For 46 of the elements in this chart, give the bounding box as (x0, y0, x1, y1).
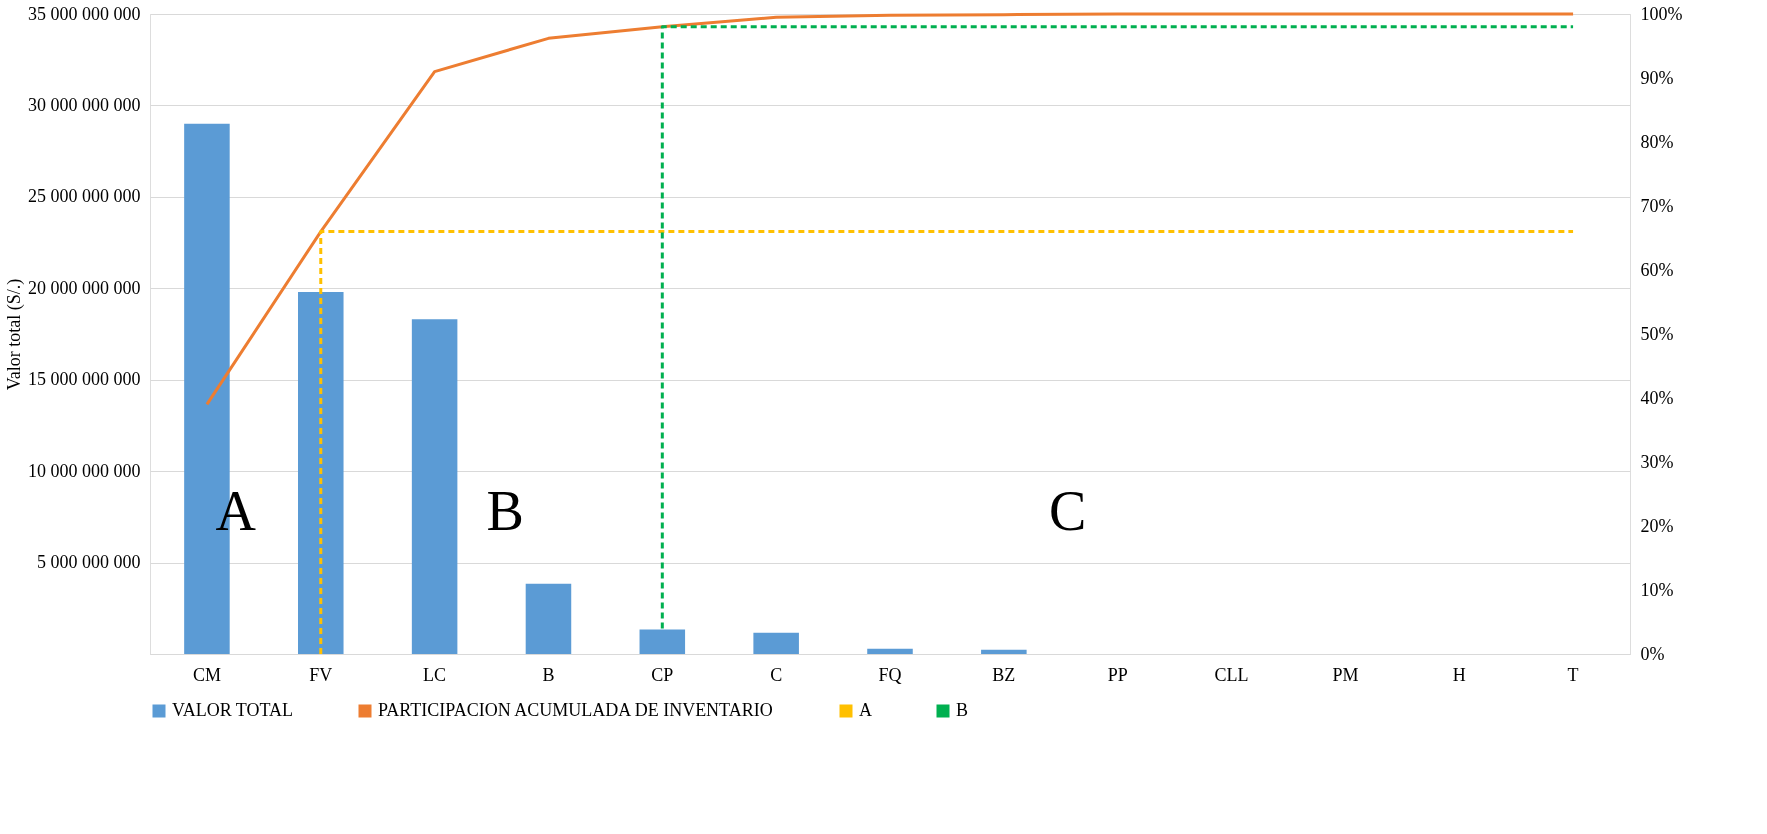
x-tick-label: H (1452, 664, 1466, 685)
x-tick-label: LC (423, 664, 447, 685)
x-tick-label: C (770, 664, 783, 685)
y2-tick-label: 70% (1640, 195, 1674, 216)
y2-tick-label: 50% (1640, 323, 1674, 344)
y2-tick-label: 60% (1640, 259, 1674, 280)
y2-tick-label: 30% (1640, 451, 1674, 472)
x-tick-label: FV (309, 664, 333, 685)
legend-label: A (859, 700, 872, 720)
y-axis-title: Valor total (S/.) (4, 278, 25, 391)
x-tick-label: CP (651, 664, 674, 685)
bar (981, 649, 1027, 654)
bar (298, 291, 344, 654)
bar (753, 632, 799, 654)
y2-tick-label: 100% (1640, 3, 1683, 24)
y-tick-label: 5 000 000 000 (37, 552, 141, 573)
y2-tick-label: 20% (1640, 515, 1674, 536)
y-tick-label: 15 000 000 000 (28, 369, 141, 390)
legend-label: PARTICIPACION ACUMULADA DE INVENTARIO (378, 700, 773, 720)
x-tick-label: PM (1332, 664, 1359, 685)
legend-label: VALOR TOTAL (172, 700, 294, 720)
y-tick-label: 30 000 000 000 (28, 94, 141, 115)
x-tick-label: B (542, 664, 555, 685)
y-tick-label: 20 000 000 000 (28, 277, 141, 298)
x-tick-label: T (1567, 664, 1579, 685)
bar (867, 648, 913, 654)
x-tick-label: CLL (1214, 664, 1249, 685)
y2-tick-label: 10% (1640, 579, 1674, 600)
y-tick-label: 35 000 000 000 (28, 3, 141, 24)
y-tick-label: 25 000 000 000 (28, 186, 141, 207)
y2-tick-label: 90% (1640, 67, 1674, 88)
line-series (205, 12, 1575, 406)
x-tick-label: CM (192, 664, 221, 685)
bar (639, 629, 686, 654)
bar (525, 583, 572, 654)
x-tick-label: BZ (992, 664, 1016, 685)
bar (411, 319, 458, 654)
legend-label: B (956, 700, 969, 720)
y2-tick-label: 80% (1640, 131, 1674, 152)
x-tick-label: PP (1107, 664, 1128, 685)
y2-tick-label: 0% (1640, 643, 1665, 664)
annotation: C (1048, 480, 1087, 543)
y2-tick-label: 40% (1640, 387, 1674, 408)
x-tick-label: FQ (878, 664, 902, 685)
y-tick-label: 10 000 000 000 (28, 460, 141, 481)
annotation: B (486, 480, 524, 543)
